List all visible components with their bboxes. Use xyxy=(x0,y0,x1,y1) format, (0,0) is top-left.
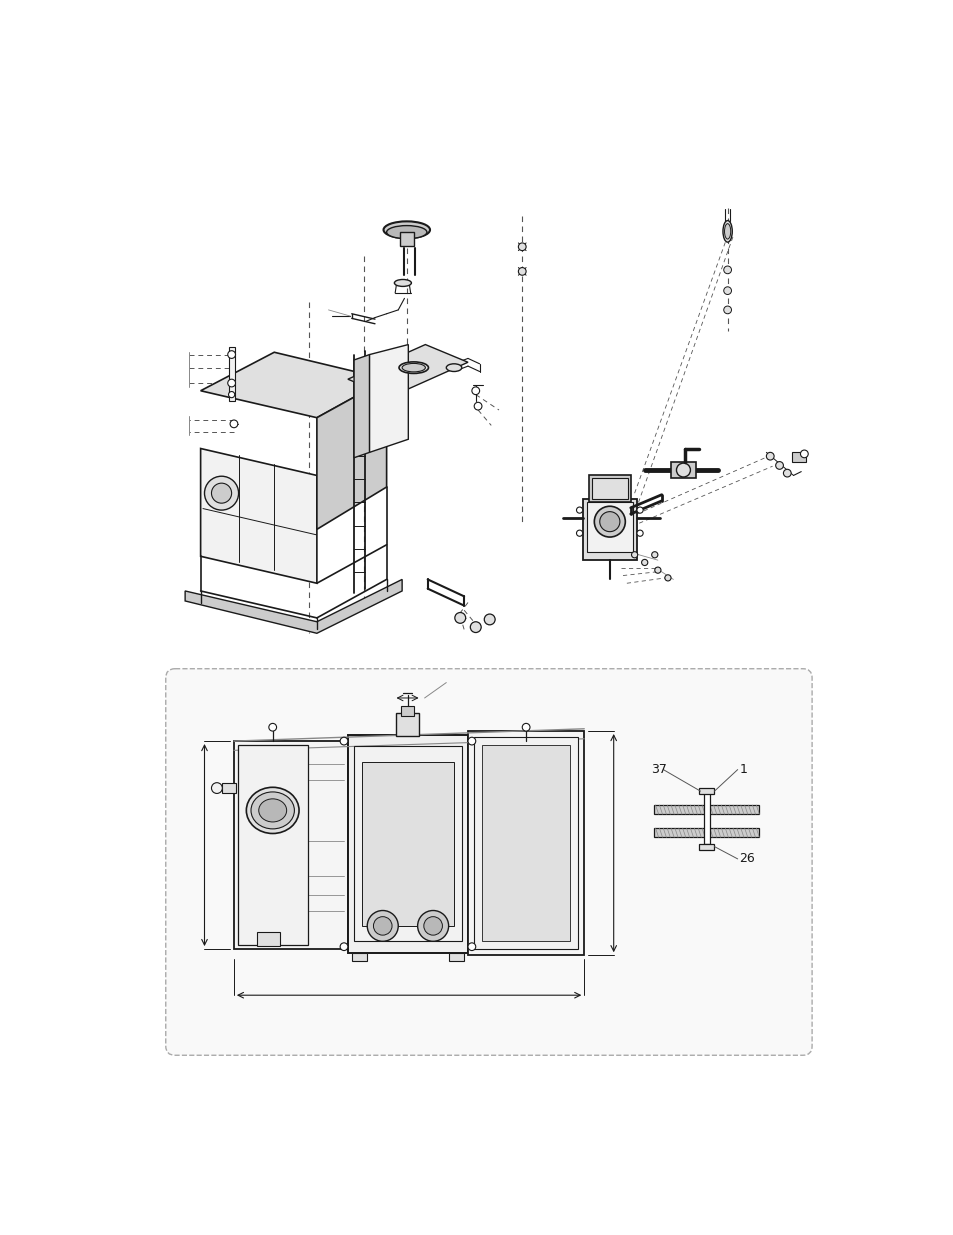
Ellipse shape xyxy=(258,799,286,823)
Bar xyxy=(592,478,627,499)
Circle shape xyxy=(521,724,530,731)
Circle shape xyxy=(230,420,237,427)
Circle shape xyxy=(269,724,276,731)
Bar xyxy=(257,932,280,946)
FancyBboxPatch shape xyxy=(166,668,811,1055)
Ellipse shape xyxy=(394,279,411,287)
Bar xyxy=(399,232,414,246)
Circle shape xyxy=(641,559,647,566)
Polygon shape xyxy=(354,354,369,458)
Bar xyxy=(222,783,236,793)
Bar xyxy=(481,745,570,941)
Circle shape xyxy=(373,916,392,935)
Bar xyxy=(588,475,630,503)
Bar xyxy=(670,462,695,478)
Bar xyxy=(229,347,234,401)
Ellipse shape xyxy=(446,364,461,372)
Circle shape xyxy=(664,574,670,580)
Circle shape xyxy=(775,462,782,469)
Bar xyxy=(354,746,461,941)
Bar xyxy=(401,705,414,716)
Bar xyxy=(654,805,759,814)
Circle shape xyxy=(637,508,642,514)
Circle shape xyxy=(723,287,731,294)
Ellipse shape xyxy=(723,224,730,240)
Circle shape xyxy=(594,506,624,537)
Bar xyxy=(791,452,805,462)
Ellipse shape xyxy=(246,787,298,834)
Circle shape xyxy=(228,351,235,358)
Circle shape xyxy=(651,552,658,558)
Polygon shape xyxy=(200,352,386,417)
Polygon shape xyxy=(200,448,316,583)
Circle shape xyxy=(423,916,442,935)
Polygon shape xyxy=(369,345,408,452)
Bar xyxy=(586,503,633,552)
Ellipse shape xyxy=(386,226,427,238)
Circle shape xyxy=(723,306,731,314)
Bar xyxy=(361,762,454,926)
Text: 37: 37 xyxy=(650,763,666,776)
Ellipse shape xyxy=(402,363,425,372)
Bar xyxy=(699,788,714,794)
Bar xyxy=(468,731,583,955)
Ellipse shape xyxy=(251,792,294,829)
Polygon shape xyxy=(348,345,468,396)
Ellipse shape xyxy=(722,221,732,242)
Circle shape xyxy=(599,511,619,531)
Text: 26: 26 xyxy=(739,852,754,866)
Circle shape xyxy=(455,613,465,624)
Circle shape xyxy=(340,942,348,951)
Circle shape xyxy=(576,530,582,536)
Circle shape xyxy=(212,783,222,793)
Bar xyxy=(233,741,348,948)
Bar xyxy=(654,829,759,837)
Circle shape xyxy=(637,530,642,536)
Circle shape xyxy=(229,391,234,398)
Circle shape xyxy=(468,737,476,745)
Circle shape xyxy=(631,552,637,558)
Circle shape xyxy=(468,942,476,951)
Circle shape xyxy=(484,614,495,625)
Bar xyxy=(474,737,578,948)
Bar xyxy=(699,844,714,850)
Ellipse shape xyxy=(676,463,690,477)
Ellipse shape xyxy=(398,362,428,373)
Circle shape xyxy=(517,243,525,251)
Bar xyxy=(395,714,418,736)
Bar xyxy=(582,499,637,561)
Circle shape xyxy=(576,508,582,514)
Circle shape xyxy=(654,567,660,573)
Circle shape xyxy=(212,483,232,503)
Circle shape xyxy=(765,452,773,461)
Circle shape xyxy=(204,477,238,510)
Circle shape xyxy=(470,621,480,632)
Circle shape xyxy=(800,450,807,458)
Polygon shape xyxy=(185,579,402,634)
Circle shape xyxy=(517,268,525,275)
Circle shape xyxy=(723,266,731,274)
Circle shape xyxy=(367,910,397,941)
Ellipse shape xyxy=(383,221,430,238)
Circle shape xyxy=(472,387,479,395)
Circle shape xyxy=(417,910,448,941)
Circle shape xyxy=(340,737,348,745)
Circle shape xyxy=(782,469,790,477)
Text: 1: 1 xyxy=(739,763,746,776)
Bar xyxy=(352,953,367,961)
Bar xyxy=(237,745,307,945)
Circle shape xyxy=(474,403,481,410)
Circle shape xyxy=(228,379,235,387)
Bar xyxy=(448,953,464,961)
Bar xyxy=(348,735,468,953)
Bar xyxy=(703,792,709,844)
Polygon shape xyxy=(316,379,386,530)
